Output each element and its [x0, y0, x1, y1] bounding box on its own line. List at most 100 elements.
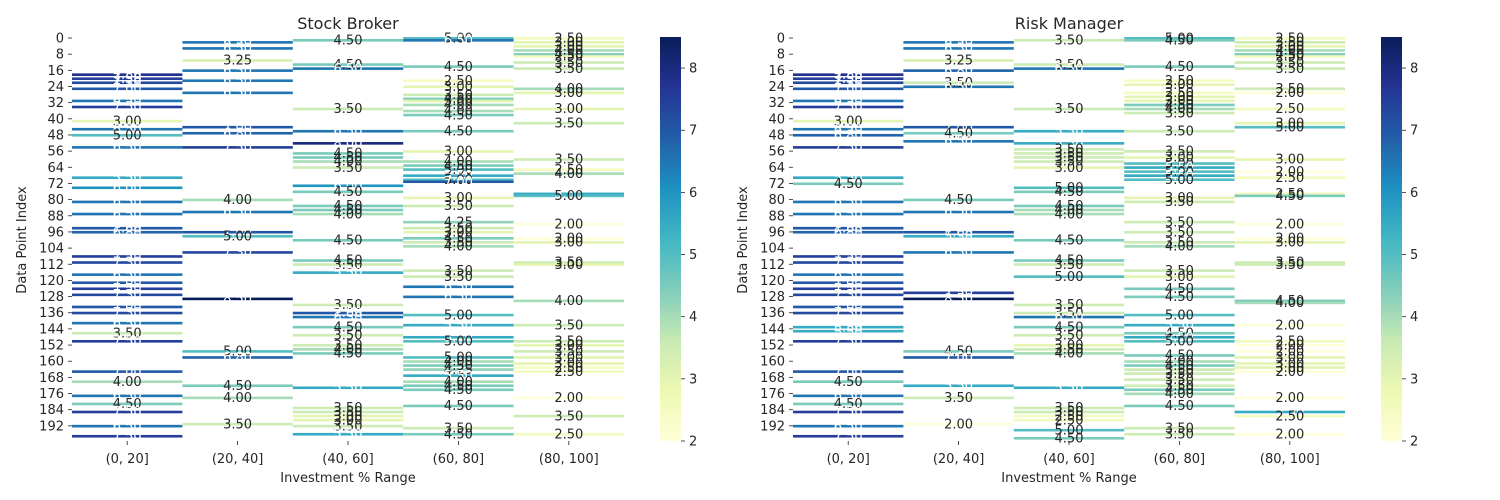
cell-value-label: 7.00 — [944, 120, 973, 135]
cell-value-label: 8.00 — [334, 137, 363, 152]
heatmap-cell — [1124, 39, 1235, 42]
cell-value-label: 3.00 — [554, 351, 583, 366]
heatmap-cell — [292, 190, 404, 194]
heatmap-cell — [72, 434, 183, 438]
y-tick-label: 32 — [47, 96, 64, 111]
cell-value-label: 7.00 — [944, 351, 973, 366]
cell-value-label: 4.50 — [334, 199, 363, 214]
cell-value-label: 2.50 — [1275, 32, 1304, 47]
cell-value-label: 4.50 — [1275, 294, 1304, 309]
cell-value-label: 4.50 — [334, 347, 363, 362]
y-tick-label: 176 — [760, 387, 785, 402]
heatmap-cell — [1234, 107, 1345, 111]
cell-value-label: 2.50 — [1275, 187, 1304, 202]
cell-value-label: 3.00 — [1165, 78, 1194, 93]
colorbar-tick-label: 4 — [689, 310, 697, 325]
heatmap-cell — [403, 245, 514, 248]
heatmap-cell — [1234, 41, 1345, 44]
cell-value-label: 3.50 — [1275, 62, 1304, 77]
cell-value-label: 7.50 — [113, 72, 142, 87]
cell-value-label: 3.50 — [1165, 225, 1194, 240]
cell-value-label: 4.50 — [1165, 98, 1194, 113]
cell-value-label: 3.50 — [1055, 328, 1084, 343]
heatmap-cell — [793, 424, 904, 428]
cell-value-label: 6.50 — [113, 389, 142, 404]
heatmap-cell — [72, 73, 183, 76]
cell-value-label: 5.50 — [834, 320, 863, 335]
cell-value-label: 6.50 — [113, 268, 142, 283]
colorbar-tick-label: 6 — [689, 186, 697, 201]
cell-value-label: 6.50 — [113, 316, 142, 331]
heatmap-cell — [1234, 432, 1345, 436]
heatmap-cell — [403, 236, 514, 240]
cell-value-label: 6.50 — [944, 80, 973, 95]
heatmap-cell — [182, 297, 293, 301]
heatmap-cell — [403, 323, 514, 327]
heatmap-cell — [1234, 67, 1345, 70]
cell-value-label: 6.00 — [334, 179, 363, 194]
heatmap-cell — [1234, 410, 1345, 414]
heatmap-cell — [72, 311, 183, 315]
cell-value-label: 7.50 — [113, 429, 142, 444]
heatmap-cell — [403, 295, 514, 299]
cell-value-label: 7.50 — [834, 282, 863, 297]
y-tick-label: 112 — [760, 258, 785, 273]
heatmap-cell — [72, 305, 183, 309]
cell-value-label: 6.50 — [113, 195, 142, 210]
cell-value-label: 4.50 — [444, 359, 473, 374]
heatmap-cell — [1124, 388, 1235, 392]
cell-value-label: 3.50 — [334, 298, 363, 313]
heatmap-cell — [403, 340, 514, 343]
cell-value-label: 7.50 — [113, 100, 142, 115]
cell-value-label: 5.50 — [834, 324, 863, 339]
heatmap-cell — [793, 255, 904, 258]
cell-value-label: 5.00 — [1165, 157, 1194, 172]
heatmap-cell — [1124, 364, 1235, 367]
cell-value-label: 3.50 — [1055, 155, 1084, 170]
x-tick-label: (80, 100] — [1260, 452, 1320, 467]
cell-value-label: 4.50 — [944, 345, 973, 360]
heatmap-cell — [403, 226, 514, 230]
heatmap-cell — [793, 325, 904, 329]
cell-value-label: 3.25 — [223, 54, 252, 69]
cell-value-label: 3.50 — [334, 161, 363, 176]
cell-value-label: 6.50 — [113, 141, 142, 156]
heatmap-cell — [292, 166, 404, 169]
cell-value-label: 7.00 — [834, 276, 863, 291]
heatmap-cell — [903, 384, 1014, 388]
heatmap-cell — [403, 103, 514, 107]
cell-value-label: 3.00 — [1275, 351, 1304, 366]
heatmap-cell — [403, 368, 514, 371]
heatmap-cell — [292, 63, 404, 66]
heatmap-cell — [1013, 156, 1125, 159]
y-tick-label: 16 — [768, 64, 785, 79]
heatmap-cell — [903, 234, 1014, 238]
heatmap-cell — [292, 152, 404, 155]
cell-value-label: 4.50 — [334, 320, 363, 335]
cell-value-label: 4.50 — [444, 92, 473, 107]
heatmap-cell — [1124, 230, 1235, 234]
heatmap-cell — [1013, 436, 1125, 440]
heatmap-cell — [1124, 323, 1235, 327]
cell-value-label: 5.00 — [444, 173, 473, 188]
heatmap-cell — [1013, 129, 1125, 133]
heatmap-cell — [1013, 259, 1125, 262]
cell-value-label: 3.00 — [554, 258, 583, 273]
cell-value-label: 3.00 — [554, 236, 583, 251]
heatmap-cell — [182, 131, 293, 135]
y-ticks: 0816243240485664728088961041121201281361… — [760, 32, 793, 434]
heatmap-cell — [793, 146, 904, 149]
heatmap-cell — [1013, 204, 1125, 208]
heatmap-cell — [292, 333, 404, 337]
heatmap-cell — [292, 303, 404, 307]
heatmap-cell — [292, 386, 404, 390]
cell-value-label: 3.50 — [1165, 106, 1194, 121]
cell-value-label: 6.50 — [944, 36, 973, 51]
cell-value-label: 4.00 — [223, 391, 252, 406]
heatmap-cell — [292, 414, 404, 418]
heatmap-cell — [1013, 275, 1125, 278]
cell-value-label: 5.50 — [334, 427, 363, 442]
heatmap-cell — [1124, 129, 1235, 133]
heatmap-cell — [1124, 150, 1235, 153]
cell-value-label: 4.00 — [334, 343, 363, 358]
